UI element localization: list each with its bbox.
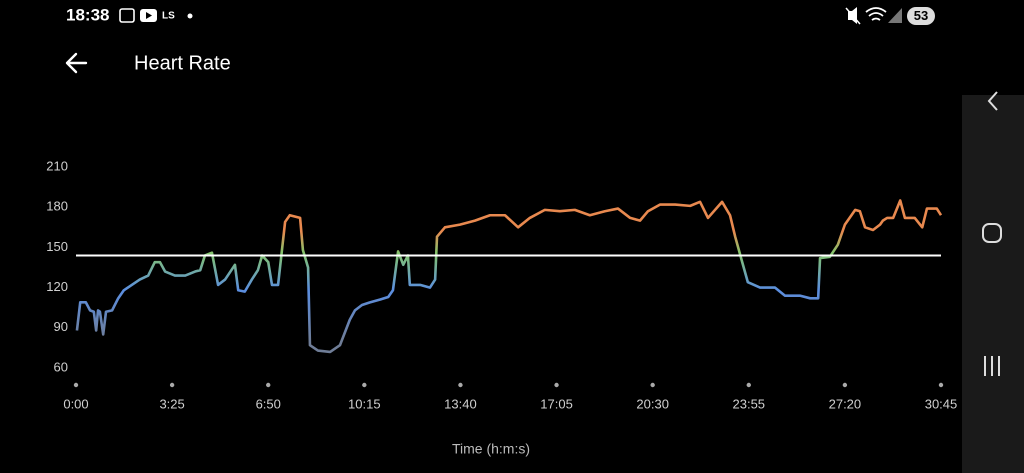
y-tick-label: 210 <box>46 158 68 173</box>
x-tick-dot <box>746 382 751 388</box>
x-tick-label: 13:40 <box>444 396 477 411</box>
x-tick-dot <box>458 382 463 388</box>
x-tick-dot <box>266 382 271 388</box>
back-button[interactable] <box>65 52 88 74</box>
y-tick-label: 120 <box>46 279 68 294</box>
x-tick-label: 0:00 <box>63 396 88 411</box>
nav-back[interactable] <box>987 91 998 111</box>
nav-recents[interactable] <box>984 356 1000 376</box>
x-axis-title: Time (h:m:s) <box>452 441 530 457</box>
x-tick-dot <box>842 382 848 388</box>
x-tick-dot <box>73 382 79 388</box>
x-tick-label: 10:15 <box>348 396 381 411</box>
page-title: Heart Rate <box>134 52 231 74</box>
wifi-icon <box>865 7 887 21</box>
y-tick-label: 90 <box>54 319 68 334</box>
x-tick-label: 20:30 <box>636 396 669 411</box>
nav-home[interactable] <box>982 223 1002 243</box>
x-tick-dot <box>938 382 944 388</box>
signal-icon <box>888 8 902 23</box>
x-tick-label: 3:25 <box>159 396 184 411</box>
y-tick-label: 60 <box>54 359 68 374</box>
x-tick-label: 6:50 <box>256 396 281 411</box>
x-tick-label: 27:20 <box>829 396 862 411</box>
status-time: 18:38 <box>66 5 109 24</box>
x-tick-dot <box>650 382 655 388</box>
y-tick-label: 150 <box>46 239 68 254</box>
x-tick-label: 30:45 <box>925 396 958 411</box>
nav-bar <box>962 95 1024 473</box>
battery-pill <box>907 7 935 25</box>
status-app-label: LS <box>162 11 175 22</box>
x-tick-dot <box>554 382 559 388</box>
heart-rate-line <box>75 199 943 354</box>
x-tick-label: 23:55 <box>733 396 766 411</box>
battery-level: 53 <box>914 8 928 23</box>
mute-slash <box>845 7 861 25</box>
x-tick-dot <box>169 382 175 388</box>
youtube-play <box>146 12 152 19</box>
y-tick-label: 180 <box>46 199 68 214</box>
screen-record-icon <box>119 8 135 23</box>
x-tick-label: 17:05 <box>540 396 573 411</box>
notification-dot <box>187 13 193 19</box>
x-tick-dot <box>362 382 367 388</box>
